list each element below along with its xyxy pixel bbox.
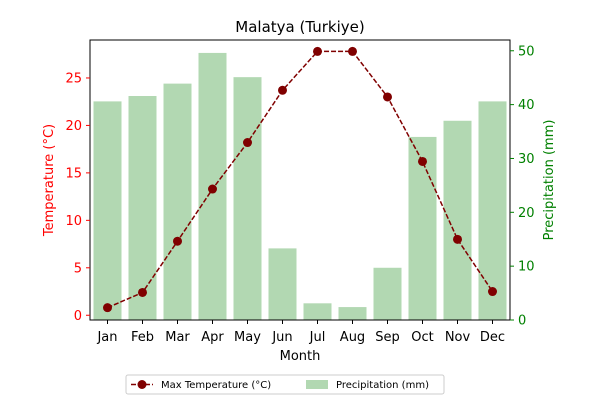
- bar-precipitation-jun: [268, 248, 297, 320]
- y-axis-left: 0 5 10 15 20 25: [65, 71, 90, 324]
- x-tick-label-aug: Aug: [340, 330, 365, 345]
- y-left-tick-label: 15: [65, 166, 82, 181]
- x-tick-label-feb: Feb: [131, 330, 154, 345]
- bar-precipitation-jul: [303, 303, 332, 320]
- legend: Max Temperature (°C) Precipitation (mm): [125, 374, 445, 395]
- y-axis-right: 0 10 20 30 40 50: [510, 44, 535, 329]
- x-tick-label-apr: Apr: [201, 330, 224, 345]
- x-axis: Jan Feb Mar Apr May Jun Jul Aug Sep Oct Nov Dec: [96, 320, 505, 345]
- y-left-tick-label: 0: [74, 309, 82, 324]
- point-temperature-may: [243, 138, 252, 148]
- y-axis-left-title: Temperature (°C): [42, 124, 57, 237]
- y-right-tick-label: 0: [518, 314, 526, 329]
- x-tick-label-oct: Oct: [411, 330, 433, 345]
- temperature-line-path: [107, 50, 494, 309]
- point-temperature-feb: [138, 287, 147, 297]
- legend-label-temperature: Max Temperature (°C): [161, 380, 271, 391]
- point-temperature-nov: [453, 234, 462, 244]
- x-tick-label-mar: Mar: [165, 330, 190, 345]
- bar-precipitation-nov: [443, 120, 472, 321]
- x-tick-label-dec: Dec: [480, 330, 505, 345]
- y-axis-right-title: Precipitation (mm): [542, 120, 557, 241]
- y-right-tick-label: 20: [518, 206, 535, 221]
- temperature-line: [103, 46, 497, 313]
- x-tick-label-sep: Sep: [375, 330, 400, 345]
- x-tick-label-may: May: [234, 330, 261, 345]
- point-temperature-apr: [208, 184, 217, 194]
- bar-precipitation-dec: [478, 101, 507, 320]
- y-right-tick-label: 40: [518, 98, 535, 113]
- point-temperature-dec: [488, 287, 497, 297]
- x-tick-label-nov: Nov: [445, 330, 471, 345]
- bar-precipitation-feb: [128, 96, 157, 320]
- x-tick-label-jan: Jan: [96, 330, 117, 345]
- bar-precipitation-may: [233, 77, 262, 321]
- y-left-tick-label: 5: [74, 261, 82, 276]
- y-right-tick-label: 10: [518, 260, 535, 275]
- bar-precipitation-sep: [373, 267, 402, 320]
- point-temperature-mar: [173, 236, 182, 246]
- x-tick-label-jul: Jul: [309, 330, 326, 345]
- legend-marker-swatch: [137, 380, 147, 389]
- x-tick-label-jun: Jun: [271, 330, 292, 345]
- bar-precipitation-oct: [408, 136, 437, 320]
- bar-precipitation-mar: [163, 83, 192, 320]
- point-temperature-jun: [278, 85, 287, 95]
- legend-bar-swatch: [306, 380, 328, 389]
- chart-title: Malatya (Turkiye): [235, 18, 364, 36]
- precipitation-bars: [93, 52, 507, 321]
- legend-label-precipitation: Precipitation (mm): [336, 380, 429, 391]
- plot-frame: [89, 39, 511, 321]
- y-right-tick-label: 50: [518, 44, 535, 59]
- y-left-tick-label: 25: [65, 71, 82, 86]
- point-temperature-oct: [418, 156, 427, 166]
- legend-box: [125, 374, 445, 395]
- x-axis-title: Month: [280, 349, 321, 364]
- point-temperature-sep: [383, 92, 392, 102]
- point-temperature-jan: [103, 303, 112, 313]
- bar-precipitation-aug: [338, 307, 367, 320]
- y-right-tick-label: 30: [518, 152, 535, 167]
- point-temperature-aug: [348, 46, 357, 56]
- y-left-tick-label: 10: [65, 214, 82, 229]
- y-left-tick-label: 20: [65, 119, 82, 134]
- point-temperature-jul: [313, 46, 322, 56]
- bar-precipitation-jan: [93, 101, 122, 320]
